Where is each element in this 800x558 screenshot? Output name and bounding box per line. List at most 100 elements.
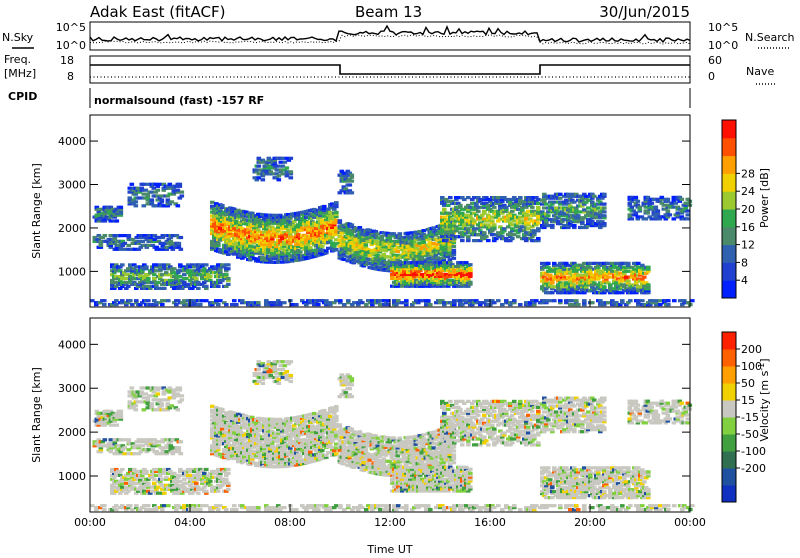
echo-cell [281, 172, 286, 175]
colorbar-segment [722, 280, 736, 298]
colorbar-tick-label: 8 [741, 256, 748, 269]
echo-cell [157, 236, 162, 239]
echo-cell [130, 183, 135, 186]
echo-cell [558, 197, 563, 200]
echo-cell [158, 183, 163, 186]
colorbar-tick-label: 20 [741, 203, 755, 216]
echo-cell [602, 206, 607, 209]
echo-cell [430, 246, 435, 249]
echo-cell [436, 247, 441, 250]
echo-cell [281, 157, 286, 160]
echo-cell [420, 299, 425, 302]
echo-cell [468, 263, 473, 266]
y-tick-label: 4000 [58, 135, 86, 148]
echo-cell [224, 303, 229, 306]
nave-tick-low: 0 [708, 70, 715, 83]
echo-cell [478, 301, 483, 304]
echo-cell [316, 508, 321, 511]
echo-cell [602, 285, 607, 288]
nsky-trace [90, 26, 690, 42]
echo-cell [420, 261, 425, 264]
echo-cell [142, 204, 147, 207]
echo-cell [542, 206, 547, 209]
echo-cell [294, 508, 299, 511]
echo-cell [472, 227, 477, 230]
echo-cell [90, 299, 95, 302]
echo-cell [328, 506, 333, 509]
echo-cell [512, 196, 517, 199]
echo-cell [109, 234, 114, 237]
echo-cell [198, 508, 203, 511]
echo-cell [422, 229, 427, 232]
echo-cell [606, 506, 611, 509]
echo-cell [102, 508, 107, 511]
echo-cell [544, 299, 549, 302]
echo-cell [360, 301, 365, 304]
echo-cell [536, 206, 541, 209]
echo-cell [234, 303, 239, 306]
echo-cell [123, 242, 128, 245]
echo-cell [324, 504, 329, 507]
echo-cell [516, 235, 521, 238]
colorbar-segment [722, 209, 736, 227]
power-colorbar-label: Power [dB] [758, 168, 771, 228]
power-heatmap [90, 157, 695, 307]
nave-label: Nave [746, 65, 774, 78]
echo-cell [220, 204, 225, 207]
echo-cell [180, 194, 185, 197]
echo-cell [440, 196, 445, 199]
y-tick-label: 2000 [58, 222, 86, 235]
echo-cell [460, 208, 465, 211]
echo-cell [285, 166, 290, 169]
echo-cell [330, 242, 335, 245]
echo-cell [660, 196, 665, 199]
echo-cell [115, 219, 120, 222]
echo-cell [216, 508, 221, 511]
echo-cell [182, 281, 187, 284]
echo-cell [120, 504, 125, 507]
echo-cell [492, 206, 497, 209]
echo-cell [97, 208, 102, 211]
echo-cell [376, 232, 381, 235]
echo-cell [114, 299, 119, 302]
echo-cell [472, 196, 477, 199]
echo-cell [452, 245, 457, 248]
freq-label: Freq. [4, 53, 31, 66]
echo-cell [654, 299, 659, 302]
echo-cell [652, 198, 657, 201]
echo-cell [161, 234, 166, 237]
echo-cell [582, 299, 587, 302]
echo-cell [224, 213, 229, 216]
echo-cell [184, 277, 189, 280]
echo-cell [160, 508, 165, 511]
echo-cell [658, 303, 663, 306]
echo-cell [620, 299, 625, 302]
echo-cell [512, 233, 517, 236]
echo-cell [294, 303, 299, 306]
echo-cell [147, 244, 152, 247]
echo-cell [168, 193, 173, 196]
echo-cell [690, 299, 695, 302]
colorbar-tick-label: 24 [741, 185, 755, 198]
echo-cell [558, 201, 563, 204]
echo-cell [602, 222, 607, 225]
echo-cell [446, 204, 451, 207]
echo-cell [452, 504, 457, 507]
echo-cell [464, 261, 469, 264]
echo-cell [198, 303, 203, 306]
echo-cell [550, 291, 555, 294]
echo-cell [616, 291, 621, 294]
echo-cell [672, 217, 677, 220]
echo-cell [512, 219, 517, 222]
echo-cell [90, 504, 95, 507]
echo-cell [448, 212, 453, 215]
echo-cell [150, 198, 155, 201]
echo-cell [204, 299, 209, 302]
colorbar-tick-label: 4 [741, 274, 748, 287]
echo-cell [460, 508, 465, 511]
echo-cell [636, 504, 641, 507]
echo-cell [558, 504, 563, 507]
echo-cell [628, 213, 633, 216]
echo-cell [196, 287, 201, 290]
echo-cell [574, 299, 579, 302]
